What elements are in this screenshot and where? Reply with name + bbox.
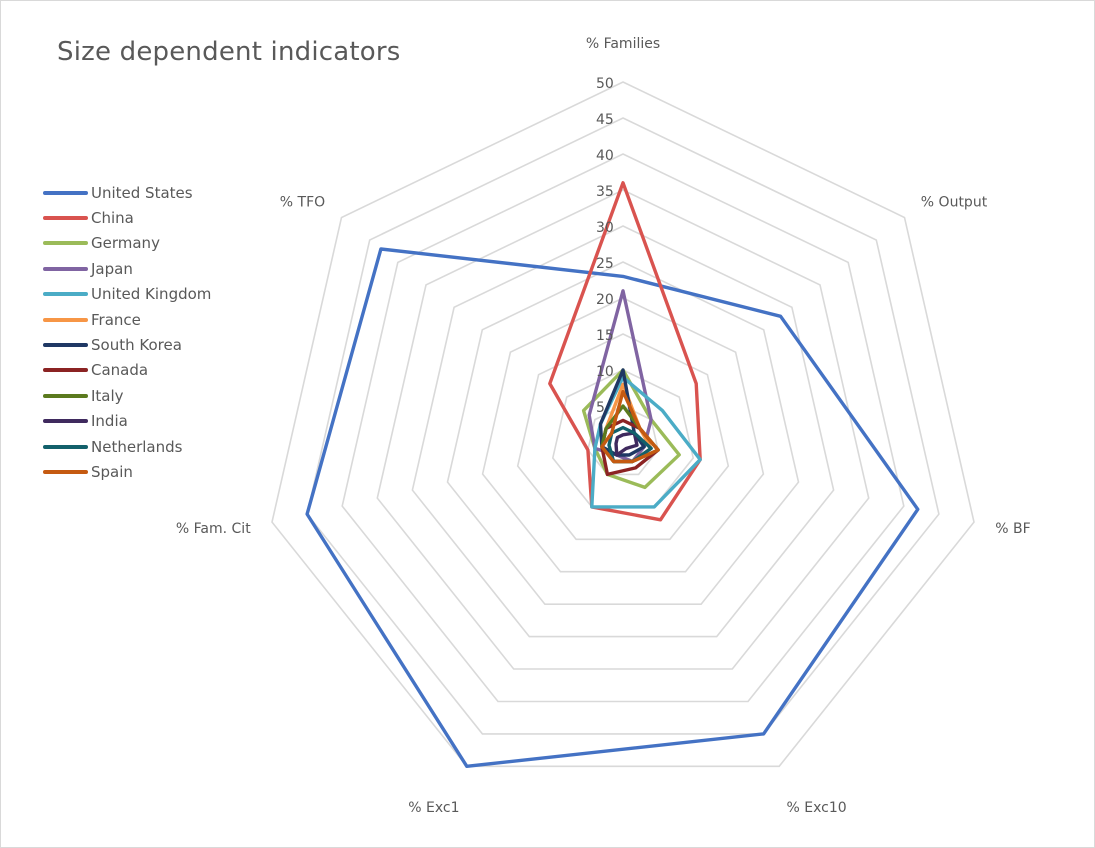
legend-label: United Kingdom <box>91 285 212 304</box>
chart-legend: United States China Germany Japan United Kin… <box>43 180 211 485</box>
legend-item: South Korea <box>43 332 211 357</box>
legend-label: China <box>91 209 134 228</box>
legend-item: Germany <box>43 231 211 256</box>
legend-label: Italy <box>91 386 124 405</box>
radial-tick-labels: 5 10 15 20 25 30 35 40 45 50 <box>596 76 614 416</box>
series-line <box>305 247 920 768</box>
legend-swatch <box>43 317 88 322</box>
gridline <box>306 117 940 735</box>
legend-item: Canada <box>43 358 211 383</box>
gridline <box>271 81 975 768</box>
tick-label: 30 <box>596 220 614 236</box>
legend-swatch <box>43 444 88 449</box>
series-line <box>548 181 702 522</box>
legend-item: Spain <box>43 459 211 484</box>
tick-label: 20 <box>596 292 614 308</box>
legend-swatch <box>43 393 88 398</box>
legend-swatch <box>43 368 88 373</box>
gridline <box>341 153 905 703</box>
legend-item: France <box>43 307 211 332</box>
legend-label: United States <box>91 183 193 202</box>
gridline <box>587 405 659 476</box>
legend-label: Canada <box>91 361 149 380</box>
legend-label: Spain <box>91 462 133 481</box>
axis-label: % Output <box>921 194 988 210</box>
legend-item: China <box>43 205 211 230</box>
series-line <box>581 368 681 490</box>
tick-label: 40 <box>596 148 614 164</box>
gridline <box>481 297 765 573</box>
legend-label: Netherlands <box>91 437 183 456</box>
legend-swatch <box>43 190 88 195</box>
tick-label: 45 <box>596 112 614 128</box>
legend-item: Italy <box>43 383 211 408</box>
legend-swatch <box>43 469 88 474</box>
legend-label: South Korea <box>91 336 182 355</box>
tick-label: 15 <box>596 328 614 344</box>
axis-label: % BF <box>995 521 1030 537</box>
legend-label: Japan <box>91 259 133 278</box>
axis-label: % Fam. Cit <box>176 521 251 537</box>
legend-swatch <box>43 241 88 246</box>
series-group <box>305 181 920 768</box>
gridline <box>411 225 835 638</box>
legend-item: India <box>43 409 211 434</box>
legend-item: Japan <box>43 256 211 281</box>
tick-label: 5 <box>596 400 605 416</box>
legend-label: France <box>91 310 141 329</box>
legend-item: United States <box>43 180 211 205</box>
gridline <box>516 333 730 541</box>
series-line <box>587 289 653 464</box>
axis-label: % TFO <box>280 194 325 210</box>
tick-label: 35 <box>596 184 614 200</box>
gridline <box>376 189 870 670</box>
tick-label: 25 <box>596 256 614 272</box>
legend-swatch <box>43 419 88 424</box>
chart-title: Size dependent indicators <box>57 37 401 67</box>
tick-label: 50 <box>596 76 614 92</box>
axis-label: % Exc10 <box>787 800 847 816</box>
axis-label: % Exc1 <box>408 800 459 816</box>
tick-label: 10 <box>596 364 614 380</box>
legend-item: United Kingdom <box>43 282 211 307</box>
legend-swatch <box>43 343 88 348</box>
gridline <box>446 261 800 606</box>
legend-swatch <box>43 216 88 221</box>
series-line <box>600 389 660 464</box>
legend-item: Netherlands <box>43 434 211 459</box>
axis-label: % Families <box>586 36 660 52</box>
legend-swatch <box>43 266 88 271</box>
legend-swatch <box>43 292 88 297</box>
axis-labels: % Families % Output % BF % Exc10 % Exc1 % Fam… <box>176 36 1031 816</box>
legend-label: India <box>91 412 128 431</box>
legend-label: Germany <box>91 234 160 253</box>
